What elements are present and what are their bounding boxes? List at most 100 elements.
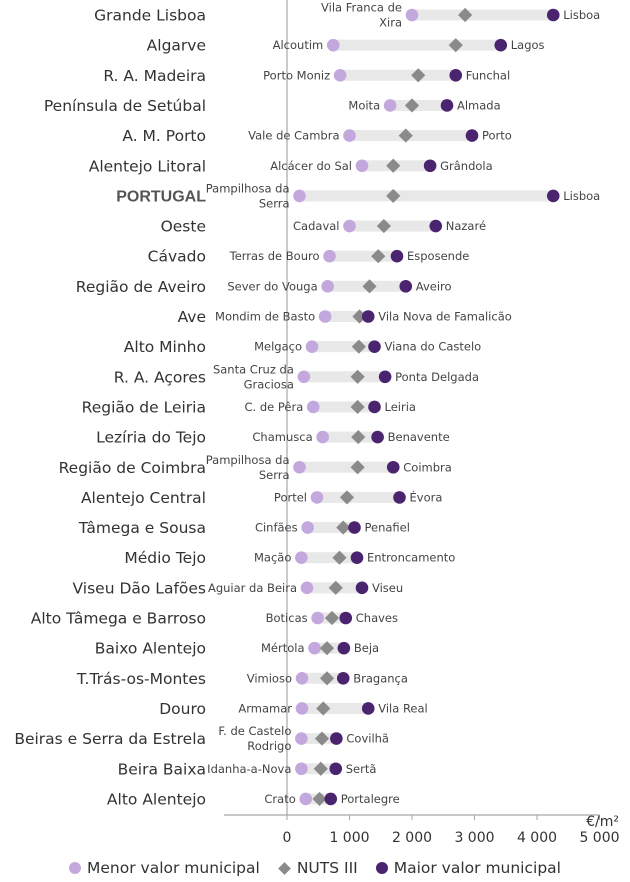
min-municipality-label: C. de Pêra [245, 400, 304, 414]
max-marker [329, 762, 343, 776]
max-marker [386, 460, 400, 474]
region-label: Alto Minho [124, 338, 206, 356]
min-municipality-label: Moita [348, 98, 380, 112]
min-municipality-label: F. de Castelo Rodrigo [218, 724, 291, 753]
range-bar [303, 371, 386, 383]
min-marker [293, 189, 306, 203]
max-municipality-label: Viana do Castelo [385, 340, 482, 354]
max-municipality-label: Covilhã [346, 732, 389, 746]
nuts-marker [350, 369, 365, 384]
min-municipality-label: Alcoutim [273, 38, 324, 52]
legend-nuts-label: NUTS III [296, 859, 358, 877]
region-label: Viseu Dão Lafões [73, 579, 206, 597]
region-label: Tâmega e Sousa [78, 519, 206, 537]
min-municipality-label: Boticas [266, 611, 308, 625]
min-municipality-label: Idanha-a-Nova [207, 762, 291, 776]
nuts-marker [376, 218, 391, 234]
max-municipality-label: Coimbra [403, 460, 452, 474]
region-label: R. A. Açores [114, 368, 206, 386]
range-bar [412, 9, 554, 21]
max-marker [336, 672, 350, 685]
region-label: Grande Lisboa [94, 7, 206, 25]
max-marker [440, 99, 454, 112]
max-municipality-label: Nazaré [446, 219, 486, 233]
min-municipality-label: Vale de Cambra [248, 129, 339, 143]
min-municipality-label: Sever do Vouga [227, 279, 317, 293]
max-municipality-label: Vila Real [378, 701, 428, 715]
min-marker [295, 702, 309, 715]
min-marker [297, 370, 311, 384]
min-municipality-label: Mação [254, 551, 291, 565]
min-municipality-label: Portel [274, 490, 307, 504]
max-marker [429, 219, 443, 233]
min-marker [295, 672, 309, 685]
x-tick-label: 3 000 [454, 830, 494, 846]
x-tick-label: 0 [283, 830, 292, 846]
dot-range-chart: 0 1 000 2 000 3 000 4 000 5 000€/m² Grande Lis… [14, 0, 620, 846]
max-municipality-label: Esposende [407, 249, 469, 263]
nuts-marker [352, 309, 367, 324]
nuts-marker [312, 791, 327, 806]
range-bar [317, 491, 400, 503]
nuts-marker [328, 580, 343, 595]
min-municipality-label: Mondim de Basto [215, 310, 315, 324]
region-label: Beira Baixa [118, 760, 206, 778]
nuts-marker [386, 158, 401, 173]
max-marker [546, 8, 560, 22]
max-municipality-label: Grândola [440, 159, 493, 173]
range-bar [299, 461, 394, 473]
region-label: T.Trás-os-Montes [76, 670, 206, 688]
max-marker [368, 340, 381, 353]
min-marker [305, 340, 319, 353]
max-municipality-label: Lisboa [563, 189, 600, 203]
min-marker [301, 521, 314, 534]
max-marker [350, 551, 364, 564]
max-municipality-label: Penafiel [365, 521, 410, 535]
min-marker [299, 792, 313, 806]
nuts-marker [314, 731, 330, 746]
nuts-marker [351, 430, 366, 445]
max-municipality-label: Aveiro [416, 279, 452, 293]
max-marker [371, 430, 384, 444]
max-marker [546, 189, 560, 203]
range-bar [325, 311, 369, 322]
min-marker [311, 611, 324, 625]
legend-item-max: Maior valor municipal [375, 859, 561, 877]
min-marker [295, 551, 308, 564]
min-municipality-label: Cadaval [293, 219, 339, 233]
max-marker [494, 38, 508, 52]
region-label: Alto Tâmega e Barroso [31, 610, 206, 628]
min-marker [306, 400, 320, 414]
x-tick-label: 2 000 [392, 830, 432, 846]
legend-nuts-marker [277, 861, 291, 875]
region-label: A. M. Porto [122, 127, 206, 145]
max-municipality-label: Ponta Delgada [395, 370, 479, 384]
range-bar [313, 401, 375, 413]
nuts-marker [371, 249, 386, 264]
range-bar [301, 552, 357, 564]
min-marker [295, 732, 308, 745]
max-municipality-label: Entroncamento [367, 551, 455, 565]
max-municipality-label: Almada [457, 98, 501, 112]
region-label: Médio Tejo [124, 549, 206, 567]
min-municipality-label: Porto Moniz [263, 68, 330, 82]
max-marker [337, 641, 351, 655]
region-label: Baixo Alentejo [95, 640, 206, 658]
max-marker [355, 581, 369, 595]
nuts-marker [350, 460, 365, 475]
min-marker [333, 69, 347, 82]
legend-max-label: Maior valor municipal [393, 859, 561, 877]
nuts-marker [458, 7, 473, 23]
range-bar [329, 250, 397, 262]
max-marker [399, 280, 413, 293]
region-label: Alentejo Litoral [89, 157, 206, 175]
region-label: Região de Leiria [82, 398, 206, 416]
max-marker [361, 310, 375, 323]
min-municipality-label: Vimioso [247, 671, 292, 685]
nuts-marker [319, 671, 335, 686]
min-marker [383, 99, 397, 112]
region-label: Península de Setúbal [44, 97, 206, 115]
region-label: R. A. Madeira [103, 67, 206, 85]
max-municipality-label: Bragança [353, 671, 408, 685]
min-marker [323, 249, 336, 263]
